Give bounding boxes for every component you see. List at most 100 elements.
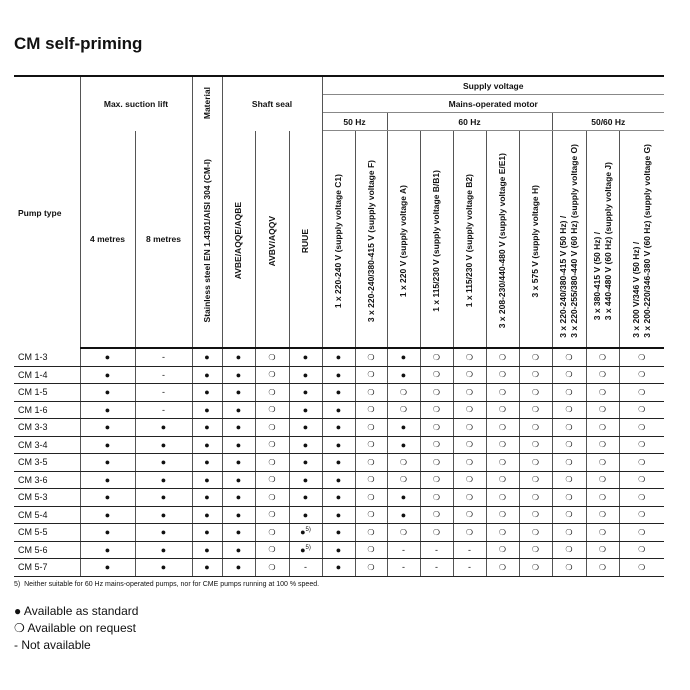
on-request-cell: ❍ [419, 383, 454, 402]
header-50-60hz: 50/60 Hz [551, 112, 664, 131]
on-request-cell: ❍ [386, 471, 421, 489]
on-request-cell: ❍ [518, 418, 553, 437]
standard-cell: ● [191, 506, 223, 524]
header-pump-type: Pump type [14, 75, 81, 348]
on-request-cell: ❍ [551, 436, 587, 454]
on-request-cell: ❍ [585, 558, 620, 577]
on-request-cell: ❍ [485, 541, 520, 559]
standard-cell: ● [134, 488, 193, 507]
on-request-cell: ❍ [585, 453, 620, 472]
standard-cell: ● [191, 558, 223, 577]
on-request-cell: ❍ [518, 348, 553, 367]
on-request-cell: ❍ [518, 471, 553, 489]
footnote-ref: 5) [305, 527, 311, 534]
not-available-cell: - [134, 366, 193, 384]
header-stainless-steel: Stainless steel EN 1.4301/AISI 304 (CM-I… [191, 130, 223, 349]
on-request-cell: ❍ [585, 436, 620, 454]
on-request-cell: ❍ [618, 453, 664, 472]
on-request-cell: ❍ [551, 418, 587, 437]
pump-type-cell: CM 1-5 [14, 383, 81, 402]
on-request-cell: ❍ [518, 488, 553, 507]
on-request-cell: ❍ [585, 401, 620, 419]
standard-cell: ● [386, 436, 421, 454]
on-request-cell: ❍ [419, 471, 454, 489]
header-seal-avbv: AVBV/AQQV [254, 130, 290, 349]
on-request-cell: ❍ [419, 506, 454, 524]
standard-cell: ● [288, 366, 323, 384]
header-max-suction-lift: Max. suction lift [79, 75, 193, 131]
on-request-cell: ❍ [354, 523, 388, 542]
on-request-cell: ❍ [452, 506, 487, 524]
standard-cell: ● [321, 366, 356, 384]
on-request-cell: ❍ [618, 418, 664, 437]
header-supply-voltage: Supply voltage [321, 75, 664, 95]
on-request-cell: ❍ [551, 453, 587, 472]
standard-cell: ● [79, 558, 136, 577]
on-request-cell: ❍ [254, 348, 290, 367]
header-50hz: 50 Hz [321, 112, 388, 131]
on-request-cell: ❍ [485, 348, 520, 367]
legend: ● Available as standard ❍ Available on r… [14, 603, 138, 654]
on-request-cell: ❍ [485, 471, 520, 489]
on-request-cell: ❍ [354, 453, 388, 472]
not-available-cell: - [386, 558, 421, 577]
standard-cell: ● [288, 401, 323, 419]
on-request-cell: ❍ [485, 506, 520, 524]
not-available-cell: - [452, 541, 487, 559]
standard-cell: ● [288, 348, 323, 367]
on-request-cell: ❍ [354, 418, 388, 437]
table-row: CM 5-6 ● ● ● ● ❍ ●5) ● ❍ - - - ❍ ❍ ❍ ❍ ❍ [14, 541, 664, 559]
on-request-cell: ❍ [419, 418, 454, 437]
on-request-cell: ❍ [419, 523, 454, 542]
standard-cell: ● [191, 541, 223, 559]
on-request-cell: ❍ [485, 436, 520, 454]
on-request-cell: ❍ [452, 383, 487, 402]
standard-cell: ● [221, 558, 256, 577]
standard-cell: ● [221, 453, 256, 472]
on-request-cell: ❍ [254, 488, 290, 507]
standard-cell: ● [288, 453, 323, 472]
pump-type-cell: CM 3-3 [14, 418, 81, 437]
standard-cell: ● [321, 506, 356, 524]
pump-type-cell: CM 5-3 [14, 488, 81, 507]
on-request-cell: ❍ [452, 348, 487, 367]
on-request-cell: ❍ [585, 541, 620, 559]
standard-cell: ● [221, 471, 256, 489]
on-request-cell: ❍ [551, 488, 587, 507]
on-request-cell: ❍ [518, 401, 553, 419]
on-request-cell: ❍ [254, 523, 290, 542]
header-60hz: 60 Hz [386, 112, 553, 131]
table-row: CM 3-6 ● ● ● ● ❍ ● ● ❍ ❍ ❍ ❍ ❍ ❍ ❍ ❍ ❍ [14, 471, 664, 489]
standard-cell: ● [191, 453, 223, 472]
legend-item-not-available: - Not available [14, 638, 91, 652]
standard-cell: ● [386, 348, 421, 367]
standard-cell: ● [134, 418, 193, 437]
table-row: CM 5-5 ● ● ● ● ❍ ●5) ● ❍ ❍ ❍ ❍ ❍ ❍ ❍ ❍ ❍ [14, 523, 664, 542]
standard-cell: ● [79, 436, 136, 454]
header-seal-ruue: RUUE [288, 130, 323, 349]
header-voltage-b2: 1 x 115/230 V (supply voltage B2) [452, 130, 487, 349]
standard-cell: ● [79, 471, 136, 489]
on-request-cell: ❍ [485, 488, 520, 507]
on-request-cell: ❍ [618, 436, 664, 454]
standard-cell: ● [321, 348, 356, 367]
on-request-cell: ❍ [254, 366, 290, 384]
on-request-cell: ❍ [518, 506, 553, 524]
on-request-cell: ❍ [452, 366, 487, 384]
header-voltage-h: 3 x 575 V (supply voltage H) [518, 130, 553, 349]
on-request-cell: ❍ [354, 506, 388, 524]
on-request-cell: ❍ [419, 453, 454, 472]
table-row: CM 1-3 ● - ● ● ❍ ● ● ❍ ● ❍ ❍ ❍ ❍ ❍ ❍ ❍ [14, 348, 664, 367]
on-request-cell: ❍ [254, 506, 290, 524]
on-request-cell: ❍ [618, 523, 664, 542]
standard-cell: ● [191, 348, 223, 367]
on-request-cell: ❍ [254, 418, 290, 437]
header-voltage-f: 3 x 220-240/380-415 V (supply voltage F) [354, 130, 388, 349]
standard-cell: ● [321, 541, 356, 559]
standard-cell: ● [79, 418, 136, 437]
on-request-cell: ❍ [585, 523, 620, 542]
standard-cell: ● [321, 383, 356, 402]
standard-cell: ● [321, 488, 356, 507]
on-request-cell: ❍ [386, 453, 421, 472]
on-request-cell: ❍ [518, 523, 553, 542]
